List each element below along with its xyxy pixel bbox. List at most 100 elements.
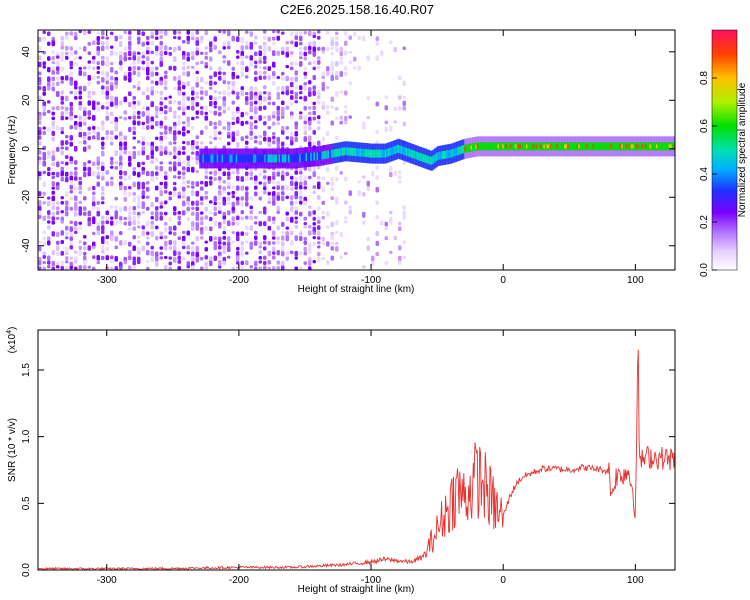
heatmap-cell — [182, 145, 186, 151]
heatmap-cell — [281, 170, 285, 177]
heatmap-cell — [321, 105, 325, 110]
heatmap-cell — [290, 200, 294, 206]
heatmap-cell — [204, 206, 208, 212]
heatmap-cell — [96, 35, 100, 42]
heatmap-cell — [65, 246, 69, 252]
heatmap-cell — [245, 195, 249, 202]
heatmap-cell — [186, 96, 190, 101]
heatmap-cell — [137, 71, 141, 78]
heatmap-cell — [164, 211, 168, 216]
snr-y-tick-label: 1.5 — [21, 363, 32, 377]
heatmap-cell — [263, 35, 267, 41]
heatmap-cell — [200, 96, 204, 101]
heatmap-cell — [110, 255, 114, 260]
ridge-peak — [619, 144, 622, 149]
heatmap-cell — [254, 110, 258, 115]
ridge-core — [587, 142, 591, 151]
heatmap-cell — [236, 221, 240, 226]
heatmap-cell — [402, 95, 406, 100]
heatmap-cell — [339, 60, 343, 65]
ridge-core — [281, 154, 285, 163]
heatmap-cell — [60, 265, 64, 270]
heatmap-cell — [222, 96, 226, 102]
ridge-core — [226, 154, 229, 163]
heatmap-cell — [191, 100, 195, 106]
heatmap-cell — [87, 160, 91, 164]
heatmap-cell — [87, 166, 91, 173]
heatmap-cell — [245, 201, 249, 207]
heatmap-cell — [101, 191, 105, 196]
heatmap-cell — [101, 215, 105, 220]
heatmap-cell — [222, 80, 226, 85]
heatmap-cell — [173, 206, 177, 212]
heatmap-cell — [312, 46, 316, 53]
heatmap-cell — [128, 206, 132, 211]
heatmap-cell — [398, 170, 402, 175]
heatmap-cell — [38, 55, 42, 61]
heatmap-cell — [69, 76, 73, 82]
heatmap-cell — [168, 191, 172, 196]
heatmap-cell — [47, 215, 51, 219]
heatmap-cell — [218, 91, 222, 95]
heatmap-cell — [146, 50, 150, 55]
ridge-core — [611, 142, 614, 151]
heatmap-cell — [78, 190, 82, 195]
heatmap-cell — [222, 41, 226, 47]
heatmap-cell — [56, 265, 60, 269]
ridge-core — [616, 142, 619, 151]
heatmap-cell — [110, 230, 114, 237]
heatmap-cell — [191, 206, 195, 211]
heatmap-cell — [78, 115, 82, 121]
heatmap-cell — [335, 176, 339, 182]
heatmap-cell — [227, 241, 231, 247]
heatmap-cell — [218, 236, 222, 243]
heatmap-cell — [128, 35, 132, 41]
heatmap-cell — [83, 161, 87, 166]
ridge-core — [402, 146, 405, 155]
heatmap-cell — [308, 61, 312, 66]
heatmap-cell — [105, 220, 109, 225]
heatmap-cell — [312, 130, 316, 135]
heatmap-cell — [101, 245, 105, 251]
heatmap-cell — [209, 141, 213, 145]
heatmap-cell — [87, 41, 91, 46]
heatmap-cell — [299, 46, 303, 51]
heatmap-cell — [321, 210, 325, 215]
heatmap-cell — [213, 136, 217, 141]
heatmap-cell — [312, 116, 316, 121]
heatmap-cell — [330, 40, 334, 47]
heatmap-cell — [182, 85, 186, 90]
heatmap-cell — [164, 115, 168, 121]
heatmap-cell — [173, 256, 177, 263]
heatmap-cell — [263, 181, 267, 187]
heatmap-cell — [213, 71, 217, 78]
heatmap-cell — [213, 195, 217, 202]
heatmap-cell — [236, 55, 240, 59]
heatmap-cell — [245, 225, 249, 230]
heatmap-cell — [159, 45, 163, 51]
heatmap-cell — [263, 105, 267, 111]
heatmap-cell — [96, 225, 100, 232]
heatmap-cell — [254, 235, 258, 241]
ridge-core — [315, 152, 318, 161]
heatmap-cell — [290, 81, 294, 88]
ridge-core — [671, 142, 675, 151]
heatmap-cell — [258, 75, 262, 81]
heatmap-cell — [132, 155, 136, 160]
ridge-core — [256, 154, 259, 163]
heatmap-cell — [254, 35, 258, 40]
ridge-core — [375, 149, 378, 158]
heatmap-cell — [339, 231, 343, 237]
heatmap-cell — [308, 250, 312, 254]
heatmap-cell — [294, 186, 298, 190]
heatmap-cell — [159, 56, 163, 62]
ridge-core — [348, 147, 351, 156]
heatmap-cell — [227, 236, 231, 242]
heatmap-cell — [101, 30, 105, 36]
heatmap-cell — [209, 171, 213, 175]
heatmap-cell — [231, 71, 235, 78]
ridge-core — [602, 142, 605, 151]
ridge-core — [343, 147, 346, 156]
heatmap-cell — [245, 30, 249, 34]
heatmap-cell — [150, 85, 154, 92]
